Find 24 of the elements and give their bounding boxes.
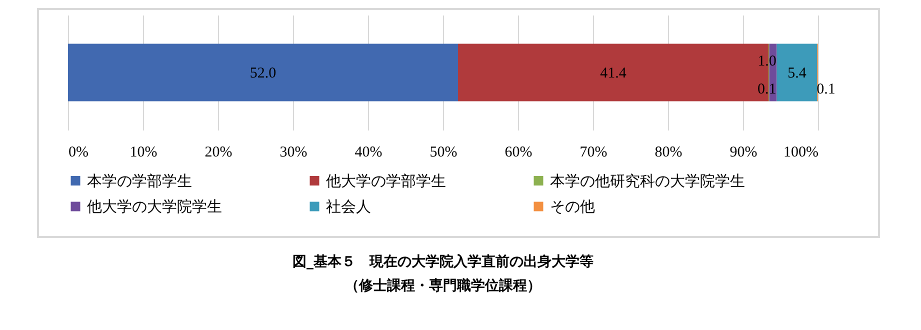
text: 図_基本５ 現在の大学院入学直前の出身大学等 (292, 253, 594, 270)
data-label: 52.0 (250, 66, 276, 82)
x-tick-label: 70% (580, 144, 608, 160)
x-tick-label: 10% (130, 144, 158, 160)
text: （修士課程・専門職学位課程） (345, 277, 541, 294)
legend-label: 社会人 (326, 198, 371, 216)
x-tick-label: 90% (730, 144, 758, 160)
x-tick-label: 80% (654, 144, 682, 160)
x-tick-label: 50% (430, 144, 458, 160)
x-tick-label: 20% (204, 144, 232, 160)
x-tick-label: 100% (784, 144, 818, 160)
legend-label: その他 (550, 198, 595, 216)
data-label: 41.4 (600, 66, 627, 82)
x-tick-label: 0% (68, 144, 88, 160)
legend-label: 他大学の学部学生 (326, 172, 446, 190)
legend-label: 本学の他研究科の大学院学生 (550, 172, 745, 190)
x-tick-label: 30% (280, 144, 308, 160)
x-tick-label: 60% (504, 144, 532, 160)
x-tick-label: 40% (354, 144, 382, 160)
legend-label: 他大学の大学院学生 (87, 198, 222, 216)
data-label: 5.4 (788, 66, 807, 82)
bar (68, 44, 458, 102)
legend-label: 本学の学部学生 (87, 172, 192, 190)
bar (776, 44, 818, 102)
